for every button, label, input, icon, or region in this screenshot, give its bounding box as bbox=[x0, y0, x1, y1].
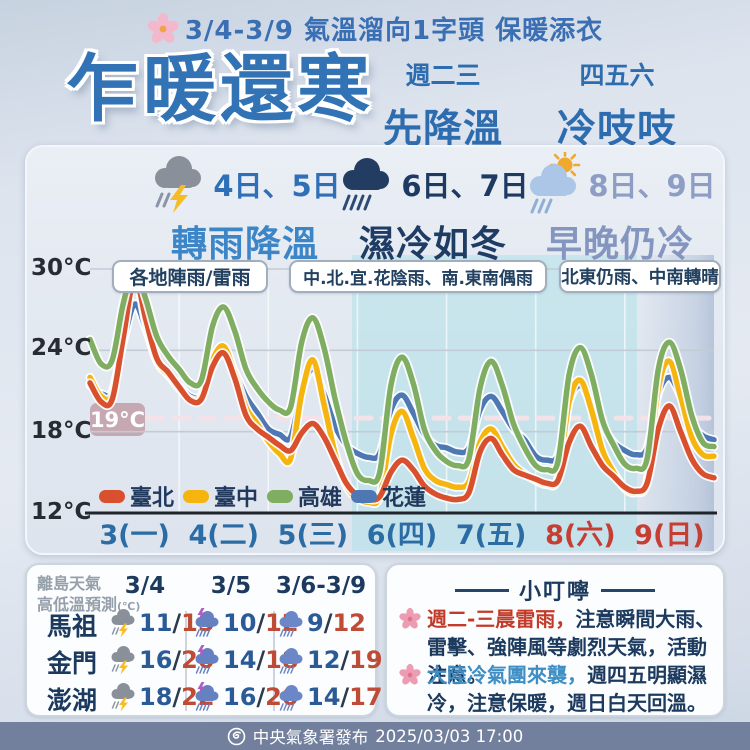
legend-label: 臺北 bbox=[130, 486, 175, 511]
x-axis-label: 6(四) bbox=[366, 520, 438, 551]
y-axis-label: 30°C bbox=[31, 255, 92, 281]
subhead-main-label: 先降溫 bbox=[382, 107, 503, 152]
tips-title-text: 小叮嚀 bbox=[518, 580, 591, 605]
legend-color-pill bbox=[99, 489, 125, 503]
tip-text: 週二-三晨雷雨，注意瞬間大雨、雷擊、強陣風等劇烈天氣，活動注意。 bbox=[427, 607, 716, 687]
islands-title-line1: 離島天氣 bbox=[37, 574, 102, 593]
x-axis-label: 8(六) bbox=[545, 520, 616, 551]
x-axis-labels: 3(一) 4(二) 5(三) 6(四) 7(五) 8(六) 9(日) bbox=[90, 513, 714, 551]
x-axis-label: 5(三) bbox=[277, 520, 349, 551]
islands-col-header: 3/6-3/9 bbox=[275, 573, 367, 599]
cwa-logo-icon bbox=[227, 727, 246, 746]
forecast-headline: 早晚仍冷 bbox=[545, 224, 694, 265]
legend-item: 高雄 bbox=[267, 480, 342, 512]
region-note-pill: 各地陣雨/雷雨 bbox=[112, 260, 268, 293]
subhead-thu-sat: 四五六 冷吱吱 bbox=[554, 56, 680, 154]
column-divider bbox=[185, 611, 187, 711]
right-edge-shade bbox=[635, 255, 714, 551]
x-axis-label: 4(二) bbox=[188, 520, 259, 551]
title-divider bbox=[454, 588, 509, 592]
storm-rain-icon bbox=[193, 607, 221, 639]
islands-forecast-box: 離島天氣 高低溫預測(℃) 3/4 3/5 3/6-3/9 馬祖 11/15 1… bbox=[25, 563, 383, 717]
island-row-kinmen: 金門 16/20 14/18 12/19 bbox=[27, 644, 383, 678]
sun-shower-icon bbox=[524, 152, 582, 216]
rain-cloud-icon bbox=[337, 152, 395, 216]
flower-bullet-icon bbox=[399, 664, 421, 717]
island-name: 澎湖 bbox=[47, 686, 98, 715]
footer-datetime: 2025/03/03 17:00 bbox=[375, 726, 524, 746]
legend-color-pill bbox=[183, 489, 210, 503]
tip-item: 週二-三晨雷雨，注意瞬間大雨、雷擊、強陣風等劇烈天氣，活動注意。 bbox=[399, 605, 717, 689]
islands-col-header: 3/4 bbox=[124, 573, 166, 599]
subhead-days-label: 週二三 bbox=[405, 61, 481, 90]
cherry-blossom-icon bbox=[147, 12, 179, 45]
thunderstorm-icon bbox=[109, 644, 137, 676]
islands-title-line2: 高低溫預測 bbox=[37, 594, 118, 614]
storm-rain-icon bbox=[193, 644, 221, 676]
region-note-pill: 北東仍雨、中南轉晴 bbox=[559, 260, 721, 293]
footer-agency: 中央氣象署發布 bbox=[252, 728, 369, 747]
forecast-group-4-5: 4日、5日 轉雨降溫 bbox=[139, 155, 351, 267]
forecast-dates: 4日、5日 bbox=[213, 169, 341, 203]
legend-item: 臺中 bbox=[183, 480, 258, 512]
main-title: 乍暖還寒 bbox=[66, 47, 374, 132]
island-row-matsu: 馬祖 11/15 10/12 9/12 bbox=[27, 607, 375, 641]
rain-icon bbox=[277, 644, 305, 676]
top-notice-text: 3/4-3/9 氣溫溜向1字頭 保暖添衣 bbox=[184, 16, 604, 46]
subhead-tue-wed: 週二三 先降溫 bbox=[381, 56, 505, 154]
subhead-days-label: 四五六 bbox=[579, 61, 655, 90]
subhead-main-label: 冷吱吱 bbox=[556, 107, 677, 152]
island-row-penghu: 澎湖 18/22 16/20 14/17 bbox=[27, 681, 383, 715]
temperature-line-chart bbox=[85, 264, 719, 515]
tips-box: 小叮嚀 週二-三晨雷雨，注意瞬間大雨、雷擊、強陣風等劇烈天氣，活動注意。 大陸冷… bbox=[385, 563, 725, 717]
temp-range: 14/17 bbox=[307, 683, 383, 711]
tips-title: 小叮嚀 bbox=[387, 574, 723, 606]
top-notice: 3/4-3/9 氣溫溜向1字頭 保暖添衣 bbox=[0, 10, 750, 47]
legend-label: 花蓮 bbox=[382, 486, 427, 511]
y-axis-label: 18°C bbox=[31, 418, 92, 444]
island-name: 馬祖 bbox=[47, 612, 98, 641]
x-axis-label: 7(五) bbox=[455, 520, 527, 551]
reference-temp-badge: 19°C bbox=[90, 403, 145, 436]
forecast-dates: 6日、7日 bbox=[401, 169, 529, 203]
y-axis-label: 12°C bbox=[31, 499, 92, 525]
legend-color-pill bbox=[267, 489, 294, 503]
legend-label: 高雄 bbox=[298, 486, 343, 511]
storm-rain-icon bbox=[193, 681, 221, 713]
rain-icon bbox=[277, 681, 305, 713]
legend-color-pill bbox=[351, 489, 378, 503]
tip-item: 大陸冷氣團來襲，週四五明顯濕冷，注意保暖，週日白天回溫。 bbox=[399, 661, 717, 717]
rain-icon bbox=[277, 607, 305, 639]
forecast-headline: 轉雨降溫 bbox=[170, 224, 319, 265]
chart-legend: 臺北 臺中 高雄 花蓮 bbox=[99, 480, 426, 512]
forecast-headline: 濕冷如冬 bbox=[358, 224, 507, 265]
thunderstorm-icon bbox=[109, 607, 137, 639]
island-name: 金門 bbox=[47, 649, 98, 678]
forecast-group-8-9: 8日、9日 早晚仍冷 bbox=[514, 152, 726, 267]
flower-bullet-icon bbox=[399, 608, 421, 689]
islands-col-header: 3/5 bbox=[210, 573, 252, 599]
title-divider bbox=[601, 588, 655, 592]
thunderstorm-icon bbox=[109, 681, 137, 713]
region-note-pill: 中.北.宜.花陰雨、南.東南偶雨 bbox=[289, 260, 547, 293]
temp-range: 9/12 bbox=[307, 609, 366, 637]
legend-label: 臺中 bbox=[214, 486, 259, 511]
x-axis-label: 3(一) bbox=[99, 520, 170, 551]
tip-text: 大陸冷氣團來襲，週四五明顯濕冷，注意保暖，週日白天回溫。 bbox=[427, 663, 707, 715]
footer-bar: 中央氣象署發布 2025/03/03 17:00 bbox=[0, 722, 750, 750]
legend-item: 臺北 bbox=[99, 480, 174, 512]
chart-card: 4日、5日 轉雨降溫 6日、7日 濕冷如冬 8日、9日 早晚仍冷 各地陣雨/雷雨… bbox=[25, 145, 725, 555]
x-axis-label: 9(日) bbox=[634, 520, 705, 551]
thunderstorm-icon bbox=[149, 152, 207, 216]
y-axis-label: 24°C bbox=[31, 335, 92, 361]
legend-item: 花蓮 bbox=[351, 480, 426, 512]
forecast-dates: 8日、9日 bbox=[588, 169, 716, 203]
temp-range: 12/19 bbox=[307, 646, 383, 674]
column-divider bbox=[273, 611, 275, 711]
forecast-group-6-7: 6日、7日 濕冷如冬 bbox=[327, 155, 539, 267]
